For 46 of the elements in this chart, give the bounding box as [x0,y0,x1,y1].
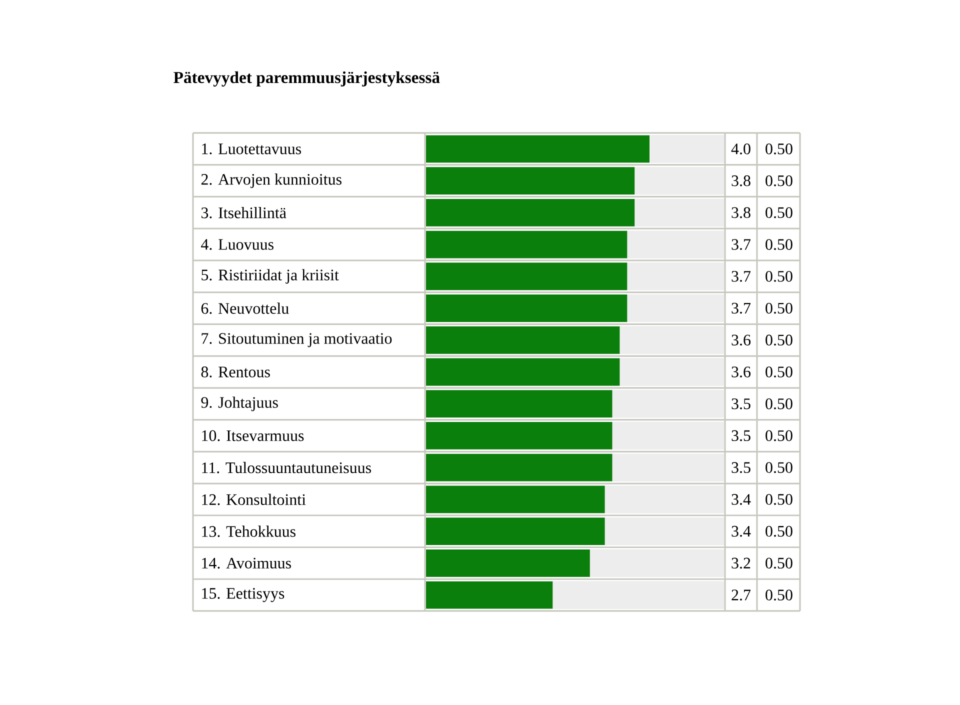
text: 0.50 [766,270,792,282]
text: 0.50 [766,494,792,505]
text: 0.50 [766,175,792,186]
text: 0.50 [766,207,792,218]
data-label: 3.7 [732,270,751,282]
data-label: 3.5 [732,430,750,442]
y-tick-label: 2. Arvojen kunnioitus [201,174,342,188]
text: 0.50 [766,462,792,474]
y-tick-label: 13. Tehokkuus [202,526,296,537]
text: 0.50 [766,590,792,600]
chart-title: Pätevyydet paremmuusjärjestyksessä [174,71,440,87]
y-tick-label: 1. Luotettavuus [202,144,302,154]
y-tick-label: 4. Luovuus [201,239,274,250]
data-label: 3.5 [732,462,750,474]
y-tick-label: 7. Sitoutuminen ja motivaatio [202,333,392,348]
text: 0.50 [766,398,792,410]
y-tick-label: 6. Neuvottelu [201,302,289,314]
data-label: 3.4 [732,494,751,505]
data-label: 2.7 [732,590,751,600]
data-label: 3.2 [732,558,750,569]
text: 0.50 [766,239,792,250]
data-label: 3.8 [732,175,750,186]
y-tick-label: 12. Konsultointi [202,494,306,506]
text: 0.50 [766,526,792,537]
text: 0.50 [766,334,792,346]
text: 0.50 [766,366,792,378]
data-label: 3.8 [732,207,750,218]
text: 0.50 [766,430,792,442]
data-label: 3.4 [732,526,751,537]
y-tick-label: 10. Itsevarmuus [202,430,304,442]
data-label: 3.7 [732,302,751,314]
data-label: 3.7 [732,239,751,250]
y-tick-label: 5. Ristiriidat ja kriisit [202,269,339,284]
y-tick-label: 3. Itsehillintä [201,206,286,218]
data-label: 3.6 [732,334,751,346]
data-label: 4.0 [731,143,750,154]
text: 0.50 [766,143,792,154]
y-tick-label: 15. Eettisyys [202,588,284,602]
text: 0.50 [766,558,792,569]
y-tick-label: 11. Tulossuuntautuneisuus [202,462,371,474]
data-label: 3.5 [732,398,750,410]
data-label: 3.6 [732,366,751,378]
text: 0.50 [766,302,792,314]
y-tick-label: 14. Avoimuus [202,558,291,569]
y-tick-label: 8. Rentous [201,366,270,378]
y-tick-label: 9. Johtajuus [201,396,278,412]
